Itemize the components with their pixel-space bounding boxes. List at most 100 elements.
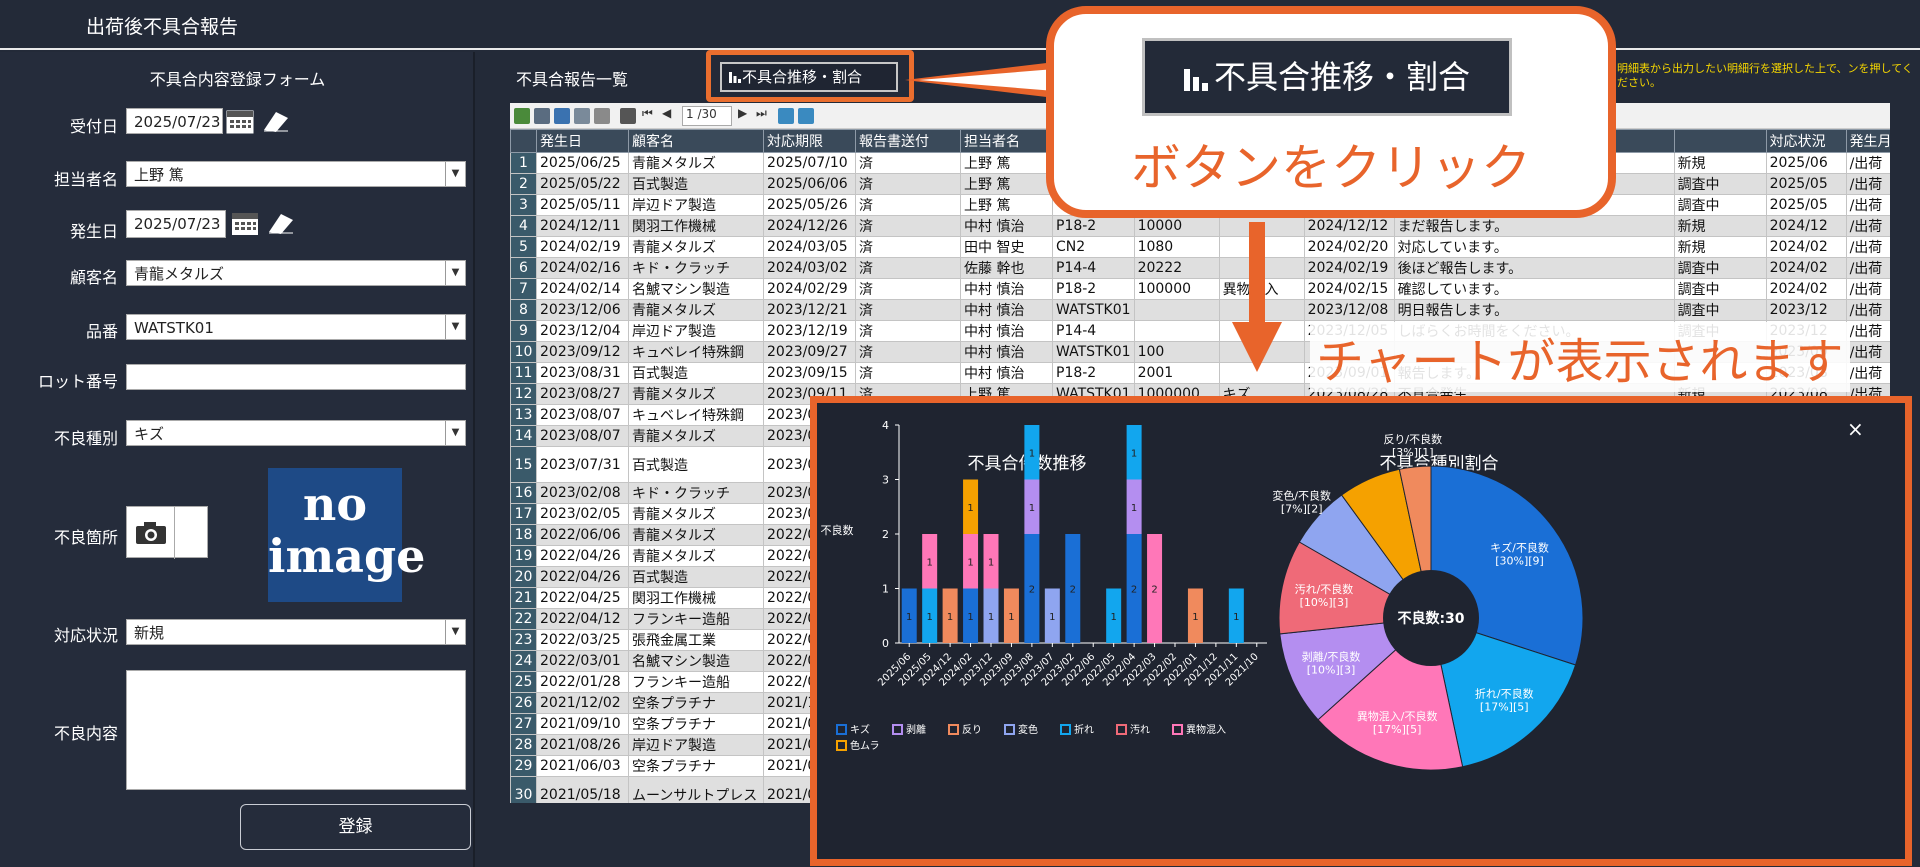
row-number[interactable]: 5 — [510, 236, 537, 258]
row-number[interactable]: 6 — [510, 257, 537, 279]
table-cell[interactable]: P18-2 — [1052, 362, 1135, 384]
table-cell[interactable]: フランキー造船 — [628, 608, 764, 630]
row-number[interactable]: 14 — [510, 425, 537, 447]
table-cell[interactable]: P18-2 — [1052, 215, 1135, 237]
table-cell[interactable]: 百式製造 — [628, 566, 764, 588]
table-cell[interactable]: 岸辺ドア製造 — [628, 734, 764, 756]
delete-row-icon[interactable] — [798, 108, 814, 124]
eraser-icon[interactable] — [265, 212, 295, 234]
row-number[interactable]: 8 — [510, 299, 537, 321]
table-cell[interactable]: 調査中 — [1673, 278, 1767, 300]
table-cell[interactable]: 2024/02/15 — [1303, 278, 1395, 300]
row-number[interactable]: 28 — [510, 734, 537, 756]
table-cell[interactable]: 2021/09/10 — [536, 713, 629, 735]
table-cell[interactable]: 2021/05/18 — [536, 776, 629, 803]
table-cell[interactable]: 2025/05 — [1765, 194, 1847, 216]
table-cell[interactable]: 2022/04/26 — [536, 566, 629, 588]
table-cell[interactable]: /出荷 — [1845, 152, 1890, 174]
table-cell[interactable]: 岸辺ドア製造 — [628, 194, 764, 216]
row-number[interactable]: 11 — [510, 362, 537, 384]
table-cell[interactable]: 2024/02/19 — [536, 236, 629, 258]
column-header[interactable]: 発生日 — [536, 129, 629, 153]
table-cell[interactable]: 調査中 — [1673, 299, 1767, 321]
table-cell[interactable]: 張飛金属工業 — [628, 629, 764, 651]
last-page-icon[interactable]: ⏭ — [756, 106, 767, 120]
table-cell[interactable]: P14-4 — [1052, 320, 1135, 342]
table-cell[interactable]: 調査中 — [1673, 173, 1767, 195]
table-cell[interactable]: 中村 慎治 — [960, 320, 1053, 342]
table-cell[interactable]: 2024/02/14 — [536, 278, 629, 300]
export-icon[interactable] — [514, 108, 530, 124]
lot-number-field[interactable] — [126, 364, 466, 390]
table-cell[interactable]: WATSTK01 — [1052, 299, 1135, 321]
table-cell[interactable]: キュベレイ特殊鋼 — [628, 404, 764, 426]
next-page-icon[interactable]: ▶ — [738, 106, 748, 120]
table-cell[interactable]: 1080 — [1133, 236, 1220, 258]
table-cell[interactable]: 中村 慎治 — [960, 341, 1053, 363]
table-cell[interactable]: 2022/03/01 — [536, 650, 629, 672]
table-cell[interactable]: 中村 慎治 — [960, 362, 1053, 384]
table-cell[interactable]: 2023/02/05 — [536, 503, 629, 525]
table-cell[interactable]: 青龍メタルズ — [628, 503, 764, 525]
row-number[interactable]: 27 — [510, 713, 537, 735]
table-cell[interactable]: 済 — [855, 194, 961, 216]
table-cell[interactable]: 中村 慎治 — [960, 299, 1053, 321]
table-cell[interactable]: 明日報告します。 — [1393, 299, 1675, 321]
table-cell[interactable]: /出荷 — [1845, 236, 1890, 258]
table-cell[interactable]: 2024/12/26 — [763, 215, 856, 237]
table-cell[interactable]: 青龍メタルズ — [628, 425, 764, 447]
table-cell[interactable]: 済 — [855, 215, 961, 237]
table-cell[interactable]: 調査中 — [1673, 194, 1767, 216]
column-header[interactable] — [1673, 129, 1767, 153]
table-cell[interactable]: 2024/02/29 — [763, 278, 856, 300]
table-cell[interactable]: 青龍メタルズ — [628, 152, 764, 174]
trend-ratio-button[interactable]: 不具合推移・割合 — [720, 62, 898, 92]
table-cell[interactable]: 済 — [855, 320, 961, 342]
response-status-select[interactable]: 新規 ▼ — [126, 619, 466, 645]
save-as-icon[interactable] — [554, 108, 570, 124]
defect-type-select[interactable]: キズ ▼ — [126, 420, 466, 446]
table-cell[interactable]: 2023/08/27 — [536, 383, 629, 405]
first-page-icon[interactable]: ⏮ — [642, 106, 653, 120]
table-cell[interactable]: 2024/02/20 — [1303, 236, 1395, 258]
table-cell[interactable]: 2023/09/12 — [536, 341, 629, 363]
table-cell[interactable]: /出荷 — [1845, 299, 1890, 321]
table-cell[interactable]: /出荷 — [1845, 194, 1890, 216]
table-cell[interactable]: 2024/03/02 — [763, 257, 856, 279]
table-cell[interactable]: 2025/05/22 — [536, 173, 629, 195]
table-cell[interactable]: 2023/08/07 — [536, 425, 629, 447]
calendar-icon[interactable] — [226, 108, 254, 134]
table-cell[interactable]: 2024/12/11 — [536, 215, 629, 237]
receipt-date-field[interactable]: 2025/07/23 — [126, 108, 223, 134]
table-cell[interactable]: 2022/06/06 — [536, 524, 629, 546]
table-cell[interactable]: 2021/12/02 — [536, 692, 629, 714]
table-cell[interactable]: 上野 篤 — [960, 152, 1053, 174]
table-cell[interactable]: キュベレイ特殊鋼 — [628, 341, 764, 363]
table-cell[interactable]: 2025/05 — [1765, 173, 1847, 195]
table-cell[interactable]: /出荷 — [1845, 215, 1890, 237]
table-cell[interactable]: 後ほど報告します。 — [1393, 257, 1675, 279]
table-cell[interactable]: 2024/02 — [1765, 236, 1847, 258]
search-icon[interactable] — [574, 108, 590, 124]
table-cell[interactable]: 2024/02 — [1765, 278, 1847, 300]
row-number[interactable]: 16 — [510, 482, 537, 504]
calendar-icon[interactable] — [231, 210, 259, 236]
row-number[interactable]: 7 — [510, 278, 537, 300]
table-row[interactable]: 8 2023/12/06 青龍メタルズ 2023/12/21 済中村 慎治 WATSTK0… — [510, 299, 1890, 321]
column-header[interactable]: 報告書送付 — [855, 129, 961, 153]
table-cell[interactable]: 2023/12/04 — [536, 320, 629, 342]
table-cell[interactable]: フランキー造船 — [628, 671, 764, 693]
table-cell[interactable]: 中村 慎治 — [960, 278, 1053, 300]
add-row-icon[interactable] — [778, 108, 794, 124]
table-cell[interactable]: 済 — [855, 173, 961, 195]
table-cell[interactable]: 青龍メタルズ — [628, 236, 764, 258]
table-cell[interactable]: 済 — [855, 257, 961, 279]
table-cell[interactable]: 2021/08/26 — [536, 734, 629, 756]
table-row[interactable]: 6 2024/02/16 キド・クラッチ 2024/03/02 済佐藤 幹也 P14-4 2… — [510, 257, 1890, 279]
table-cell[interactable]: 2024/12 — [1765, 215, 1847, 237]
table-cell[interactable]: /出荷 — [1845, 257, 1890, 279]
table-cell[interactable] — [1218, 362, 1305, 384]
row-number[interactable]: 15 — [510, 446, 537, 483]
column-header[interactable]: 顧客名 — [628, 129, 764, 153]
table-cell[interactable]: 済 — [855, 278, 961, 300]
